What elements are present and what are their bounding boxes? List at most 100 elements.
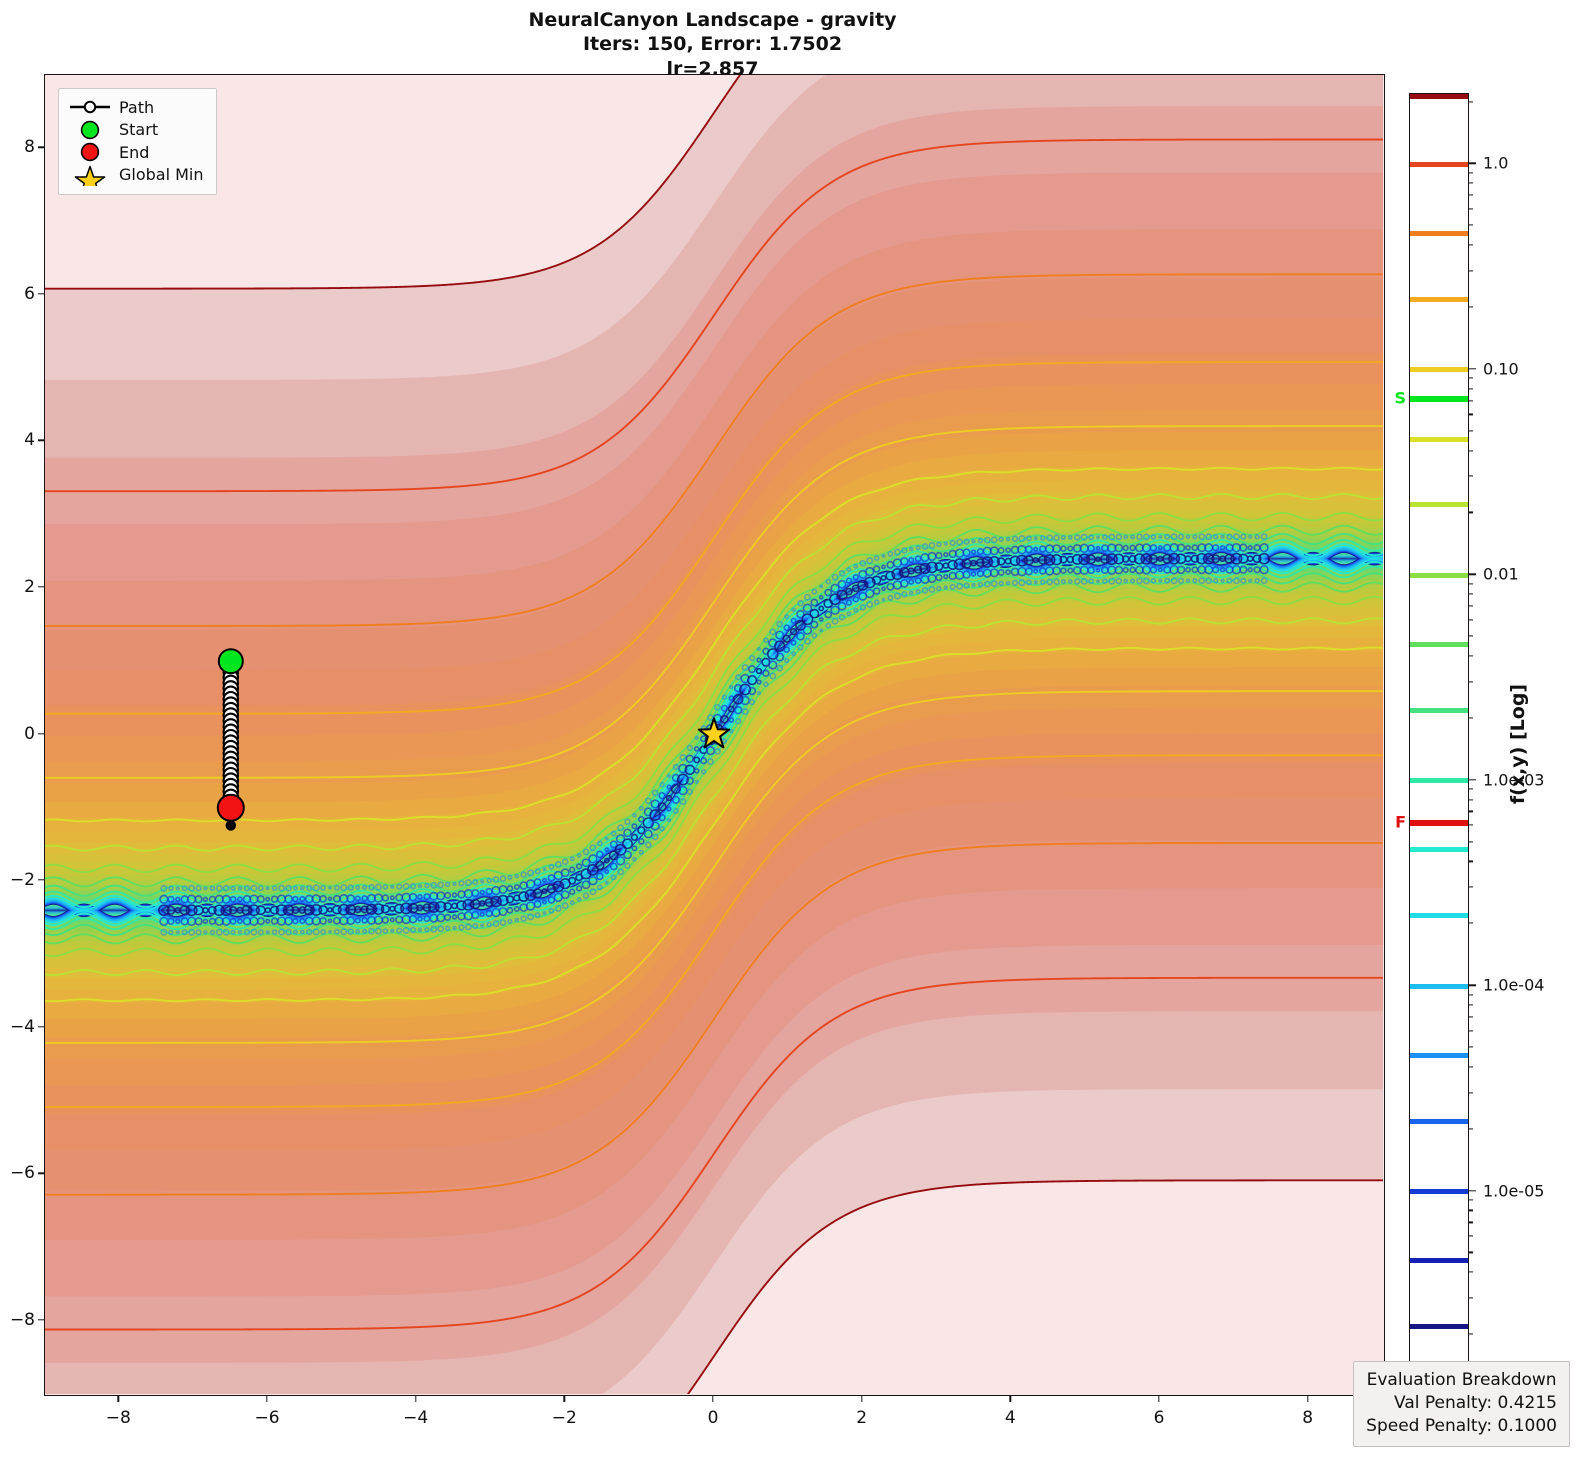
valley-ripple-markers	[158, 533, 1270, 936]
y-tick-label: −4	[9, 1016, 35, 1037]
end-marker[interactable]	[216, 793, 245, 822]
ripple-ring	[1046, 578, 1054, 586]
colorbar-minor-tick	[1469, 475, 1473, 477]
ripple-ring	[651, 789, 659, 797]
ripple-ring	[1240, 577, 1247, 584]
y-tick-mark	[38, 439, 44, 442]
colorbar-minor-tick	[1469, 635, 1473, 637]
colorbar-minor-tick	[1469, 100, 1473, 103]
ripple-ring	[554, 904, 562, 912]
start-marker[interactable]	[217, 648, 244, 675]
ripple-ring	[390, 928, 395, 933]
ripple-ring	[873, 599, 880, 605]
ripple-ring	[936, 541, 942, 548]
ripple-ring	[534, 912, 541, 919]
ripple-ring	[534, 868, 541, 875]
ripple-ring	[456, 900, 467, 911]
contour-line	[45, 512, 1383, 874]
ripple-ring	[756, 657, 762, 663]
colorbar[interactable]	[1409, 93, 1469, 1396]
ripple-ring	[1122, 544, 1129, 552]
ripple-ring	[632, 812, 637, 818]
legend-item-global-min[interactable]: Global Min	[67, 164, 204, 187]
y-tick-mark	[38, 1172, 44, 1174]
colorbar-minor-tick	[1469, 1091, 1473, 1094]
ripple-ring	[1080, 533, 1088, 541]
global-min-marker[interactable]	[697, 717, 731, 749]
ripple-ring	[194, 895, 203, 904]
ripple-ring	[595, 872, 604, 881]
ripple-ring	[615, 856, 626, 866]
ripple-ring	[803, 593, 811, 601]
ripple-ring	[1185, 544, 1191, 551]
title-line-1: NeuralCanyon Landscape - gravity	[528, 9, 897, 31]
ripple-ring	[1190, 554, 1200, 563]
ripple-ring	[497, 894, 509, 907]
colorbar-minor-tick	[1469, 1209, 1473, 1212]
ripple-ring	[1142, 577, 1150, 585]
ripple-ring	[782, 634, 791, 643]
ripple-ring	[908, 590, 914, 596]
legend-item-end[interactable]: End	[67, 141, 204, 164]
colorbar-level-line	[1410, 436, 1468, 442]
ripple-ring	[271, 929, 278, 935]
ripple-ring	[374, 927, 382, 935]
colorbar-minor-tick	[1469, 413, 1473, 415]
ripple-ring	[1074, 534, 1081, 541]
x-tick-label: 0	[707, 1408, 719, 1428]
ripple-ring	[229, 917, 237, 925]
colorbar-minor-tick	[1469, 400, 1473, 402]
ripple-ring	[514, 873, 520, 879]
ripple-ring	[623, 828, 632, 838]
ripple-ring	[658, 814, 666, 822]
ripple-ring	[666, 773, 672, 779]
ripple-ring	[615, 834, 626, 844]
ripple-ring	[1202, 552, 1215, 565]
ripple-ring	[893, 548, 901, 556]
y-tick-label: −8	[9, 1309, 35, 1330]
ripple-ring	[1247, 567, 1253, 573]
ripple-ring	[631, 845, 638, 852]
ripple-ring	[838, 570, 846, 577]
ripple-ring	[1198, 533, 1206, 541]
ripple-ring	[756, 646, 762, 652]
legend-item-path[interactable]: Path	[67, 96, 204, 119]
ripple-ring	[685, 754, 695, 764]
ripple-ring	[554, 861, 562, 868]
ripple-ring	[791, 607, 796, 613]
ripple-ring	[275, 904, 288, 917]
ripple-ring	[887, 550, 894, 557]
ripple-ring	[970, 549, 977, 555]
ripple-ring	[638, 805, 644, 811]
ripple-ring	[581, 880, 591, 890]
ripple-ring	[382, 884, 389, 890]
colorbar-minor-tick	[1469, 511, 1473, 513]
ripple-ring	[949, 539, 956, 546]
colorbar-minor-tick	[1469, 1046, 1473, 1048]
ripple-ring	[1088, 534, 1095, 541]
ripple-ring	[337, 903, 350, 916]
ripple-ring	[552, 880, 565, 893]
ripple-ring	[610, 874, 617, 881]
ripple-ring	[237, 918, 243, 925]
legend-item-start[interactable]: Start	[67, 119, 204, 142]
ripple-ring	[168, 885, 174, 892]
ripple-ring	[575, 863, 583, 870]
ripple-ring	[582, 892, 590, 899]
ripple-ring	[831, 617, 839, 625]
ripple-ring	[676, 773, 689, 786]
ripple-ring	[569, 866, 576, 873]
ripple-ring	[354, 895, 361, 902]
ripple-ring	[1018, 579, 1026, 587]
ripple-ring	[188, 884, 196, 892]
y-tick-mark	[38, 146, 44, 148]
ripple-ring	[346, 894, 356, 903]
ripple-ring	[678, 763, 688, 774]
ripple-ring	[299, 917, 306, 925]
ripple-ring	[756, 690, 762, 696]
ripple-ring	[943, 585, 948, 590]
ripple-ring	[1043, 553, 1056, 566]
ripple-ring	[250, 928, 258, 936]
ripple-ring	[775, 652, 785, 662]
ripple-ring	[533, 878, 542, 887]
